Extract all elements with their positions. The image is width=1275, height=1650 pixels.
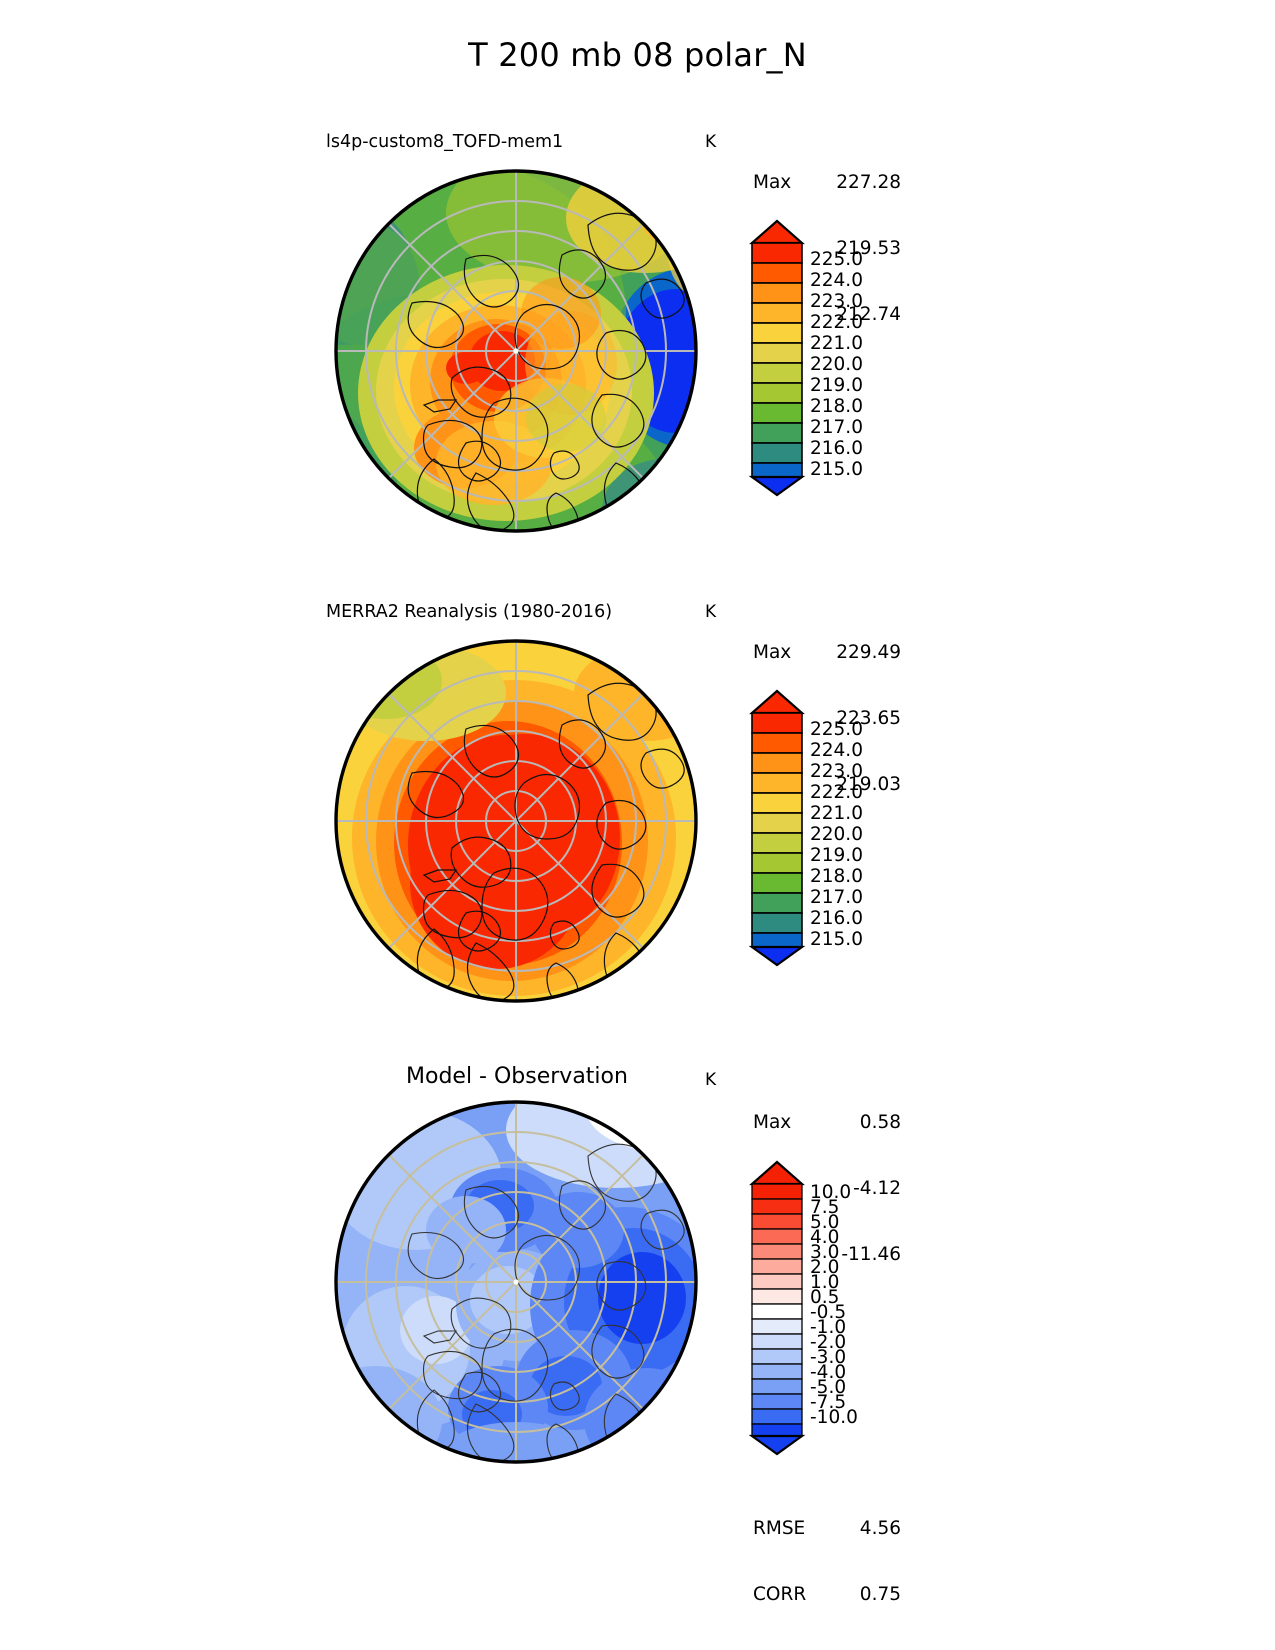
colorbar-tick-label: -4.0 (810, 1362, 847, 1383)
map-outline-difference (334, 1100, 698, 1464)
stat-value: -11.46 (841, 1244, 901, 1265)
colorbar-tick-label: 222.0 (810, 782, 863, 803)
colorbar-tick-label: -0.5 (810, 1302, 847, 1323)
colorbar-tick-label: 225.0 (810, 719, 863, 740)
coastlines-model (407, 212, 685, 531)
panel-difference: Model - Observation K Max 0.58 Mean -4.1… (0, 1058, 1275, 1605)
stat-value: 212.74 (836, 304, 901, 325)
map-outline-model (334, 169, 698, 533)
unit-label-observation: K (705, 602, 717, 622)
pole-marker-model (513, 348, 519, 354)
polar-map-svg-observation (334, 639, 698, 1003)
graticule-observation (336, 641, 696, 1001)
panel-title-difference: Model - Observation (406, 1064, 628, 1089)
colorbar-tick-label: 224.0 (810, 270, 863, 291)
map-outline-observation (334, 639, 698, 1003)
stat-label: Max (753, 642, 792, 663)
polar-map-difference (316, 1090, 716, 1470)
colorbar-tick-label: 216.0 (810, 908, 863, 929)
colorbar-tick-label: 218.0 (810, 396, 863, 417)
colorbar-tick-label: 221.0 (810, 333, 863, 354)
metric-row: RMSE 4.56 (753, 1518, 901, 1540)
colorbar-tick-label: 10.0 (810, 1182, 852, 1203)
panel-title-observation: MERRA2 Reanalysis (1980-2016) (326, 602, 613, 622)
colorbar-svg-observation (748, 689, 806, 967)
stat-value: 219.53 (836, 238, 901, 259)
colorbar-tick-label: 219.0 (810, 375, 863, 396)
colorbar-tick-label: 215.0 (810, 459, 863, 480)
stat-label: Max (753, 172, 792, 193)
stat-value: 219.03 (836, 774, 901, 795)
colorbar-tick-label: 215.0 (810, 929, 863, 950)
colorbar-observation: 225.0 224.0 223.0 222.0 221.0 220.0 219.… (748, 683, 863, 967)
unit-label-difference: K (705, 1070, 717, 1090)
colorbar-tick-label: 225.0 (810, 249, 863, 270)
colorbar-bands-observation (748, 689, 806, 967)
stat-value: 0.58 (859, 1112, 901, 1133)
pole-marker-difference (513, 1279, 519, 1285)
polar-map-model (316, 163, 716, 538)
stat-row: Max 0.58 (753, 1112, 901, 1134)
colorbar-bands-difference (748, 1160, 806, 1456)
metric-row: CORR 0.75 (753, 1584, 901, 1606)
colorbar-tick-label: 0.5 (810, 1287, 840, 1308)
metric-label: RMSE (753, 1518, 806, 1539)
stat-row: Max 227.28 (753, 172, 901, 194)
colorbar-tick-label: 3.0 (810, 1242, 840, 1263)
colorbar-bands-model (748, 219, 806, 497)
colorbar-model: 225.0 224.0 223.0 222.0 221.0 220.0 219.… (748, 213, 863, 497)
stat-label: Max (753, 1112, 792, 1133)
colorbar-tick-label: -5.0 (810, 1377, 847, 1398)
panel-observation: MERRA2 Reanalysis (1980-2016) K Max 229.… (0, 588, 1275, 1028)
colorbar-tick-label: 224.0 (810, 740, 863, 761)
colorbar-tick-label: 4.0 (810, 1227, 840, 1248)
colorbar-svg-difference (748, 1160, 806, 1456)
unit-label-model: K (705, 132, 717, 152)
colorbar-tick-label: 216.0 (810, 438, 863, 459)
stat-row: Max 229.49 (753, 642, 901, 664)
colorbar-tick-label: -1.0 (810, 1317, 847, 1338)
metrics-difference: RMSE 4.56 CORR 0.75 (753, 1474, 901, 1650)
colorbar-tick-label: 221.0 (810, 803, 863, 824)
panel-title-model: ls4p-custom8_TOFD-mem1 (326, 132, 564, 152)
colorbar-tick-label: 223.0 (810, 761, 863, 782)
colorbar-tick-label: 218.0 (810, 866, 863, 887)
colorbar-tick-label: 222.0 (810, 312, 863, 333)
colorbar-tick-label: 223.0 (810, 291, 863, 312)
stat-value: 223.65 (836, 708, 901, 729)
colorbar-tick-label: 1.0 (810, 1272, 840, 1293)
metric-value: 0.75 (859, 1584, 901, 1605)
panel-model: ls4p-custom8_TOFD-mem1 K Max 227.28 Mean… (0, 118, 1275, 558)
polar-map-svg-model (334, 169, 698, 533)
colorbar-tick-label: 2.0 (810, 1257, 840, 1278)
colorbar-tick-label: 220.0 (810, 354, 863, 375)
colorbar-tick-label: 5.0 (810, 1212, 840, 1233)
coastlines-difference (407, 1143, 685, 1462)
colorbar-tick-label: 217.0 (810, 887, 863, 908)
colorbar-difference: 10.0 7.5 5.0 4.0 3.0 2.0 1.0 0.5 -0.5 -1… (748, 1156, 858, 1456)
colorbar-tick-label: 219.0 (810, 845, 863, 866)
colorbar-tick-label: -3.0 (810, 1347, 847, 1368)
colorbar-tick-label: 220.0 (810, 824, 863, 845)
metric-value: 4.56 (859, 1518, 901, 1539)
colorbar-tick-label: -2.0 (810, 1332, 847, 1353)
stat-value: 227.28 (836, 172, 901, 193)
colorbar-tick-label: -7.5 (810, 1392, 847, 1413)
metric-label: CORR (753, 1584, 807, 1605)
polar-map-observation (316, 633, 716, 1008)
polar-map-svg-difference (334, 1100, 698, 1464)
figure-title: T 200 mb 08 polar_N (468, 36, 807, 74)
colorbar-tick-label: -10.0 (810, 1407, 858, 1428)
colorbar-tick-label: 217.0 (810, 417, 863, 438)
stat-value: 229.49 (836, 642, 901, 663)
stat-value: -4.12 (853, 1178, 901, 1199)
colorbar-svg-model (748, 219, 806, 497)
colorbar-tick-label: 7.5 (810, 1197, 840, 1218)
